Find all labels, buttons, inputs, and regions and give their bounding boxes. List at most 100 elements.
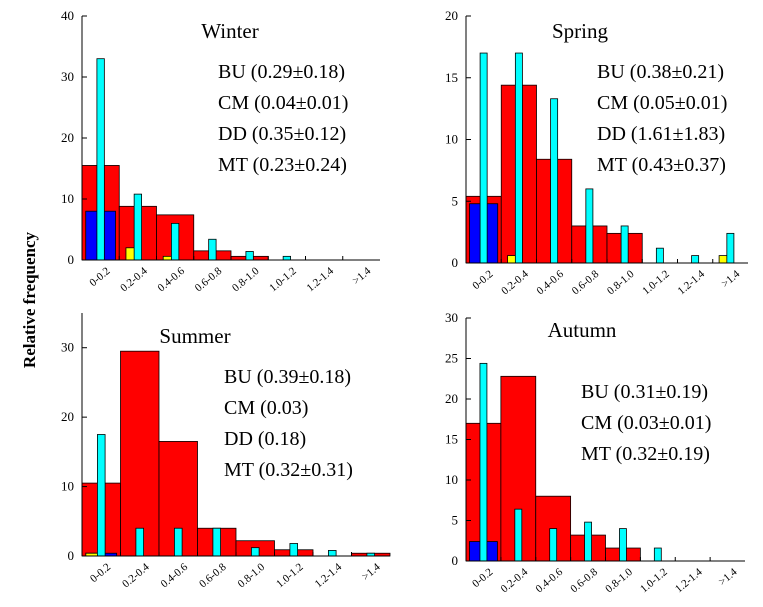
bar-MT-1.2-1.4 (691, 255, 700, 264)
x-tick-label: >1.4 (719, 268, 742, 290)
bar-MT-0-0.2 (97, 434, 106, 557)
y-tick-label: 20 (61, 409, 74, 424)
x-tick-label: 0.2-0.4 (118, 265, 150, 295)
legend-entry-MT: MT (0.23±0.24) (218, 154, 347, 176)
y-tick-label: 30 (445, 310, 458, 325)
x-tick-label: >1.4 (350, 265, 373, 287)
chart-panel-autumn: 0 5 10 15 20 25 30 0-0.2 0.2-0.4 0.4-0.6 0.6-0.8 0.… (445, 310, 745, 595)
bar-MT-1.0-1.2 (289, 543, 298, 557)
legend-entry-BU: BU (0.29±0.18) (218, 61, 345, 83)
bar-MT-0.8-1.0 (620, 225, 629, 264)
legend-entry-MT: MT (0.43±0.37) (597, 154, 726, 176)
legend-entry-MT: MT (0.32±0.31) (224, 459, 353, 481)
y-tick-label: 20 (61, 130, 74, 145)
legend-entry-BU: BU (0.31±0.19) (581, 381, 708, 403)
chart-title: Summer (159, 324, 230, 348)
x-tick-label: 0-0.2 (87, 265, 112, 289)
bar-MT-0.2-0.4 (514, 508, 523, 562)
chart-panel-spring: 0 5 10 15 20 0-0.2 0.2-0.4 0.4-0.6 0.6-0.8 0.8-1.… (445, 8, 748, 297)
y-tick-label: 40 (61, 8, 74, 23)
bar-MT-0.2-0.4 (135, 527, 144, 557)
legend-entry-CM: CM (0.03±0.01) (581, 412, 711, 434)
bar-MT-0.6-0.8 (585, 188, 594, 264)
x-tick-label: 1.0-1.2 (267, 265, 299, 294)
x-tick-label: 0.4-0.6 (534, 268, 566, 298)
y-tick-label: 10 (445, 132, 458, 147)
x-tick-label: 1.2-1.4 (675, 268, 707, 298)
bar-MT-1.0-1.2 (655, 247, 664, 264)
x-tick-label: 0.2-0.4 (499, 268, 531, 298)
bar-MT-1.2-1.4 (327, 550, 337, 557)
y-tick-label: 20 (445, 8, 458, 23)
x-tick-label: 0.8-1.0 (236, 561, 268, 591)
y-tick-label: 30 (61, 340, 74, 355)
chart-title: Winter (201, 19, 258, 43)
x-tick-label: >1.4 (360, 561, 383, 583)
y-tick-label: 25 (445, 351, 458, 366)
y-tick-label: 0 (452, 255, 459, 270)
x-tick-label: 0.8-1.0 (603, 566, 635, 596)
bar-MT-0.2-0.4 (514, 52, 523, 264)
legend-entry-CM: CM (0.04±0.01) (218, 92, 348, 114)
global-y-axis-label: Relative frequency (20, 231, 39, 368)
x-tick-label: 0.6-0.8 (568, 566, 600, 596)
chart-title: Autumn (548, 318, 617, 342)
bar-MT-0.4-0.6 (173, 527, 183, 557)
legend-entry-DD: DD (0.35±0.12) (218, 123, 346, 145)
x-tick-label: 1.0-1.2 (274, 561, 306, 590)
bar-MT-0.2-0.4 (133, 193, 142, 261)
y-tick-label: 10 (61, 191, 74, 206)
x-tick-label: 0.2-0.4 (499, 566, 531, 596)
y-tick-label: 0 (452, 553, 459, 568)
bar-MT-1.0-1.2 (653, 547, 662, 562)
y-tick-label: 30 (61, 69, 74, 84)
chart-panel-summer: 0 10 20 30 0-0.2 0.2-0.4 0.4-0.6 0.6-0.8 0.8-1.0… (61, 313, 391, 591)
x-tick-label: 0.6-0.8 (197, 561, 229, 591)
y-tick-label: 5 (452, 193, 459, 208)
legend-entry-DD: DD (0.18) (224, 428, 306, 450)
x-tick-label: >1.4 (716, 566, 739, 588)
x-tick-label: 0.4-0.6 (155, 265, 187, 295)
bar-MT-0.4-0.6 (549, 528, 558, 562)
x-tick-label: 0.8-1.0 (230, 265, 262, 295)
legend-entry-CM: CM (0.05±0.01) (597, 92, 727, 114)
x-tick-label: 1.0-1.2 (638, 566, 670, 595)
bar-MT-0.8-1.0 (250, 547, 260, 557)
x-tick-label: 0.6-0.8 (570, 268, 602, 298)
y-tick-label: 0 (68, 548, 75, 563)
bar-MT-0.8-1.0 (619, 528, 627, 562)
x-tick-label: 0-0.2 (88, 561, 113, 585)
x-tick-label: 0.8-1.0 (605, 268, 637, 298)
x-tick-label: 0.2-0.4 (120, 561, 152, 591)
y-tick-label: 15 (445, 432, 458, 447)
legend-entry-CM: CM (0.03) (224, 397, 308, 419)
bar-MT-0.8-1.0 (245, 251, 254, 261)
x-tick-label: 0.4-0.6 (534, 566, 566, 596)
x-tick-label: 1.2-1.4 (313, 561, 345, 591)
chart-panel-winter: 0 10 20 30 40 0-0.2 0.2-0.4 0.4-0.6 0.6-0.8 0.8-1… (61, 8, 380, 294)
legend-entry-MT: MT (0.32±0.19) (581, 443, 710, 465)
x-tick-label: 1.2-1.4 (304, 265, 336, 295)
legend-entry-DD: DD (1.61±1.83) (597, 123, 725, 145)
y-tick-label: 0 (68, 252, 75, 267)
x-tick-label: 1.0-1.2 (640, 268, 672, 297)
x-tick-label: 0.6-0.8 (193, 265, 225, 295)
bar-BU-0.2-0.4 (120, 350, 160, 557)
bar-MT-0.4-0.6 (170, 222, 180, 261)
y-tick-label: 10 (445, 472, 458, 487)
x-tick-label: 1.2-1.4 (673, 566, 705, 596)
legend-entry-BU: BU (0.38±0.21) (597, 61, 724, 83)
y-tick-label: 10 (61, 479, 74, 494)
bar-MT-0.4-0.6 (550, 98, 559, 264)
x-tick-label: 0-0.2 (470, 566, 495, 590)
bar-MT-0-0.2 (479, 52, 488, 264)
x-tick-label: 0-0.2 (470, 268, 495, 292)
bar-MT->1.4 (726, 232, 735, 264)
bar-MT-0.6-0.8 (208, 238, 217, 261)
bar-MT-0.6-0.8 (584, 521, 592, 562)
bar-MT-0-0.2 (479, 362, 488, 562)
y-tick-label: 20 (445, 391, 458, 406)
bar-MT-1.0-1.2 (282, 255, 291, 261)
y-tick-label: 5 (452, 513, 459, 528)
